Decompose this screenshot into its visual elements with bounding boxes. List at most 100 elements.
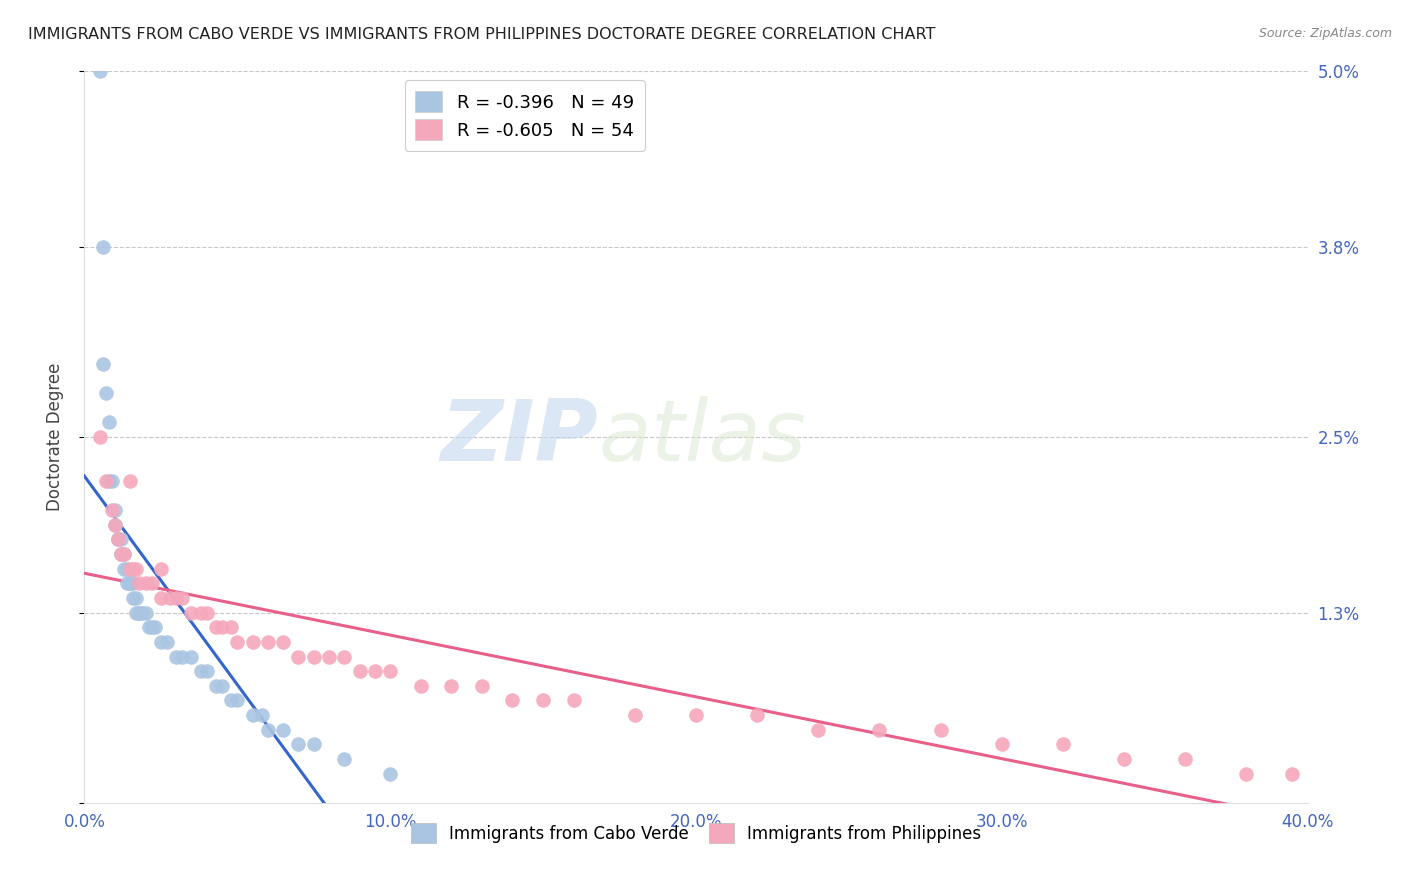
Point	[112, 562, 135, 576]
Point	[271, 635, 294, 649]
Point	[471, 679, 494, 693]
Point	[380, 664, 402, 678]
Point	[125, 606, 148, 620]
Point	[205, 620, 228, 634]
Point	[101, 474, 124, 488]
Point	[257, 723, 280, 737]
Point	[120, 474, 142, 488]
Point	[141, 576, 163, 591]
Point	[180, 649, 202, 664]
Text: IMMIGRANTS FROM CABO VERDE VS IMMIGRANTS FROM PHILIPPINES DOCTORATE DEGREE CORRE: IMMIGRANTS FROM CABO VERDE VS IMMIGRANTS…	[28, 27, 935, 42]
Point	[180, 606, 202, 620]
Point	[440, 679, 463, 693]
Point	[190, 606, 212, 620]
Point	[104, 517, 127, 532]
Point	[125, 591, 148, 605]
Point	[747, 708, 769, 723]
Point	[380, 766, 402, 780]
Point	[333, 752, 356, 766]
Point	[149, 562, 172, 576]
Point	[101, 503, 124, 517]
Point	[94, 474, 117, 488]
Point	[122, 576, 145, 591]
Point	[115, 576, 138, 591]
Point	[287, 737, 309, 751]
Point	[135, 606, 157, 620]
Point	[112, 547, 135, 561]
Point	[135, 576, 157, 591]
Point	[302, 649, 325, 664]
Point	[195, 606, 218, 620]
Point	[562, 693, 585, 707]
Point	[807, 723, 830, 737]
Point	[165, 591, 187, 605]
Point	[349, 664, 371, 678]
Point	[1236, 766, 1258, 780]
Point	[122, 591, 145, 605]
Point	[195, 664, 218, 678]
Point	[128, 576, 150, 591]
Point	[97, 416, 120, 430]
Point	[165, 649, 187, 664]
Point	[104, 517, 127, 532]
Point	[97, 474, 120, 488]
Point	[143, 620, 166, 634]
Point	[89, 64, 111, 78]
Point	[120, 576, 142, 591]
Point	[89, 430, 111, 444]
Point	[110, 547, 132, 561]
Text: atlas: atlas	[598, 395, 806, 479]
Point	[205, 679, 228, 693]
Legend: Immigrants from Cabo Verde, Immigrants from Philippines: Immigrants from Cabo Verde, Immigrants f…	[404, 817, 988, 849]
Y-axis label: Doctorate Degree: Doctorate Degree	[45, 363, 63, 511]
Point	[91, 240, 114, 254]
Point	[364, 664, 387, 678]
Point	[226, 635, 249, 649]
Point	[1052, 737, 1074, 751]
Point	[190, 664, 212, 678]
Point	[125, 562, 148, 576]
Point	[1281, 766, 1303, 780]
Point	[141, 620, 163, 634]
Point	[242, 708, 264, 723]
Point	[257, 635, 280, 649]
Point	[107, 533, 129, 547]
Point	[115, 562, 138, 576]
Point	[333, 649, 356, 664]
Point	[219, 620, 242, 634]
Point	[128, 606, 150, 620]
Point	[1174, 752, 1197, 766]
Point	[120, 576, 142, 591]
Point	[128, 606, 150, 620]
Point	[271, 723, 294, 737]
Point	[242, 635, 264, 649]
Point	[149, 591, 172, 605]
Point	[226, 693, 249, 707]
Point	[110, 533, 132, 547]
Point	[991, 737, 1014, 751]
Point	[112, 547, 135, 561]
Point	[502, 693, 524, 707]
Point	[91, 357, 114, 371]
Point	[159, 591, 181, 605]
Point	[869, 723, 891, 737]
Text: ZIP: ZIP	[440, 395, 598, 479]
Point	[94, 386, 117, 401]
Point	[409, 679, 432, 693]
Point	[156, 635, 179, 649]
Point	[122, 562, 145, 576]
Point	[104, 503, 127, 517]
Text: Source: ZipAtlas.com: Source: ZipAtlas.com	[1258, 27, 1392, 40]
Point	[107, 533, 129, 547]
Point	[172, 591, 194, 605]
Point	[120, 562, 142, 576]
Point	[302, 737, 325, 751]
Point	[131, 606, 153, 620]
Point	[138, 620, 160, 634]
Point	[929, 723, 952, 737]
Point	[531, 693, 554, 707]
Point	[107, 533, 129, 547]
Point	[1114, 752, 1136, 766]
Point	[219, 693, 242, 707]
Point	[287, 649, 309, 664]
